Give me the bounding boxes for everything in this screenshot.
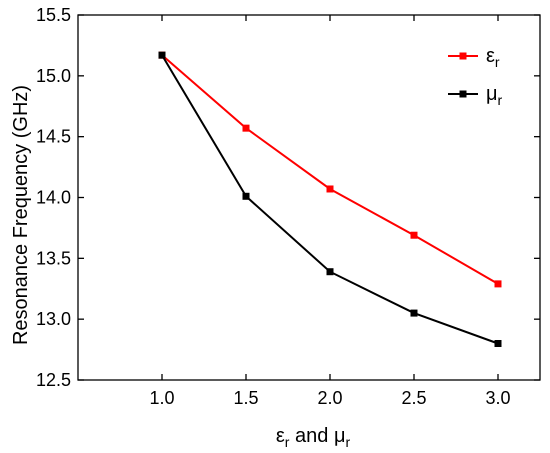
y-tick-label: 15.0 xyxy=(36,66,71,86)
series-1-point xyxy=(410,309,418,317)
legend-subscript: r xyxy=(498,92,503,108)
x-axis-title-middle: and xyxy=(289,425,333,447)
legend-symbol: ε xyxy=(486,45,495,67)
x-tick-label: 1.5 xyxy=(233,388,258,408)
x-axis-title-subscript-1: r xyxy=(285,434,290,450)
series-0-point xyxy=(242,124,250,132)
x-axis-title: εr and μr xyxy=(276,425,351,450)
series-0-point xyxy=(494,280,502,288)
y-axis-ticks: 12.5 13.0 13.5 14.0 14.5 15.0 15.5 xyxy=(36,5,540,390)
x-axis-title-symbol-2: μ xyxy=(334,425,346,447)
plot-frame xyxy=(77,14,541,381)
y-tick-label: 14.5 xyxy=(36,127,71,147)
y-tick-label: 15.5 xyxy=(36,5,71,25)
series-1-point xyxy=(326,268,334,276)
series-0-point xyxy=(410,231,418,239)
x-axis-ticks: 1.0 1.5 2.0 2.5 3.0 xyxy=(149,15,511,408)
x-tick-label: 1.0 xyxy=(149,388,174,408)
legend-label-1: μr xyxy=(486,83,503,108)
series-layer xyxy=(158,51,502,347)
y-axis-title: Resonance Frequency (GHz) xyxy=(10,85,32,345)
y-tick-label: 14.0 xyxy=(36,188,71,208)
x-tick-label: 2.5 xyxy=(401,388,426,408)
series-1-point xyxy=(242,192,250,200)
series-1-point xyxy=(158,51,166,59)
legend-label-0: εr xyxy=(486,45,500,70)
plot-area-border xyxy=(77,14,541,381)
x-axis-title-symbol-1: ε xyxy=(276,425,285,447)
y-tick-label: 12.5 xyxy=(36,370,71,390)
y-tick-label: 13.5 xyxy=(36,248,71,268)
legend-subscript: r xyxy=(495,54,500,70)
x-tick-label: 2.0 xyxy=(317,388,342,408)
legend-marker-0 xyxy=(459,52,467,60)
series-0-point xyxy=(326,185,334,193)
y-tick-label: 13.0 xyxy=(36,309,71,329)
legend-marker-1 xyxy=(459,90,467,98)
series-1-point xyxy=(494,340,502,347)
series-line-0 xyxy=(161,54,499,285)
legend-symbol: μ xyxy=(486,83,498,105)
x-axis-title-subscript-2: r xyxy=(345,434,350,450)
x-tick-label: 3.0 xyxy=(485,388,510,408)
